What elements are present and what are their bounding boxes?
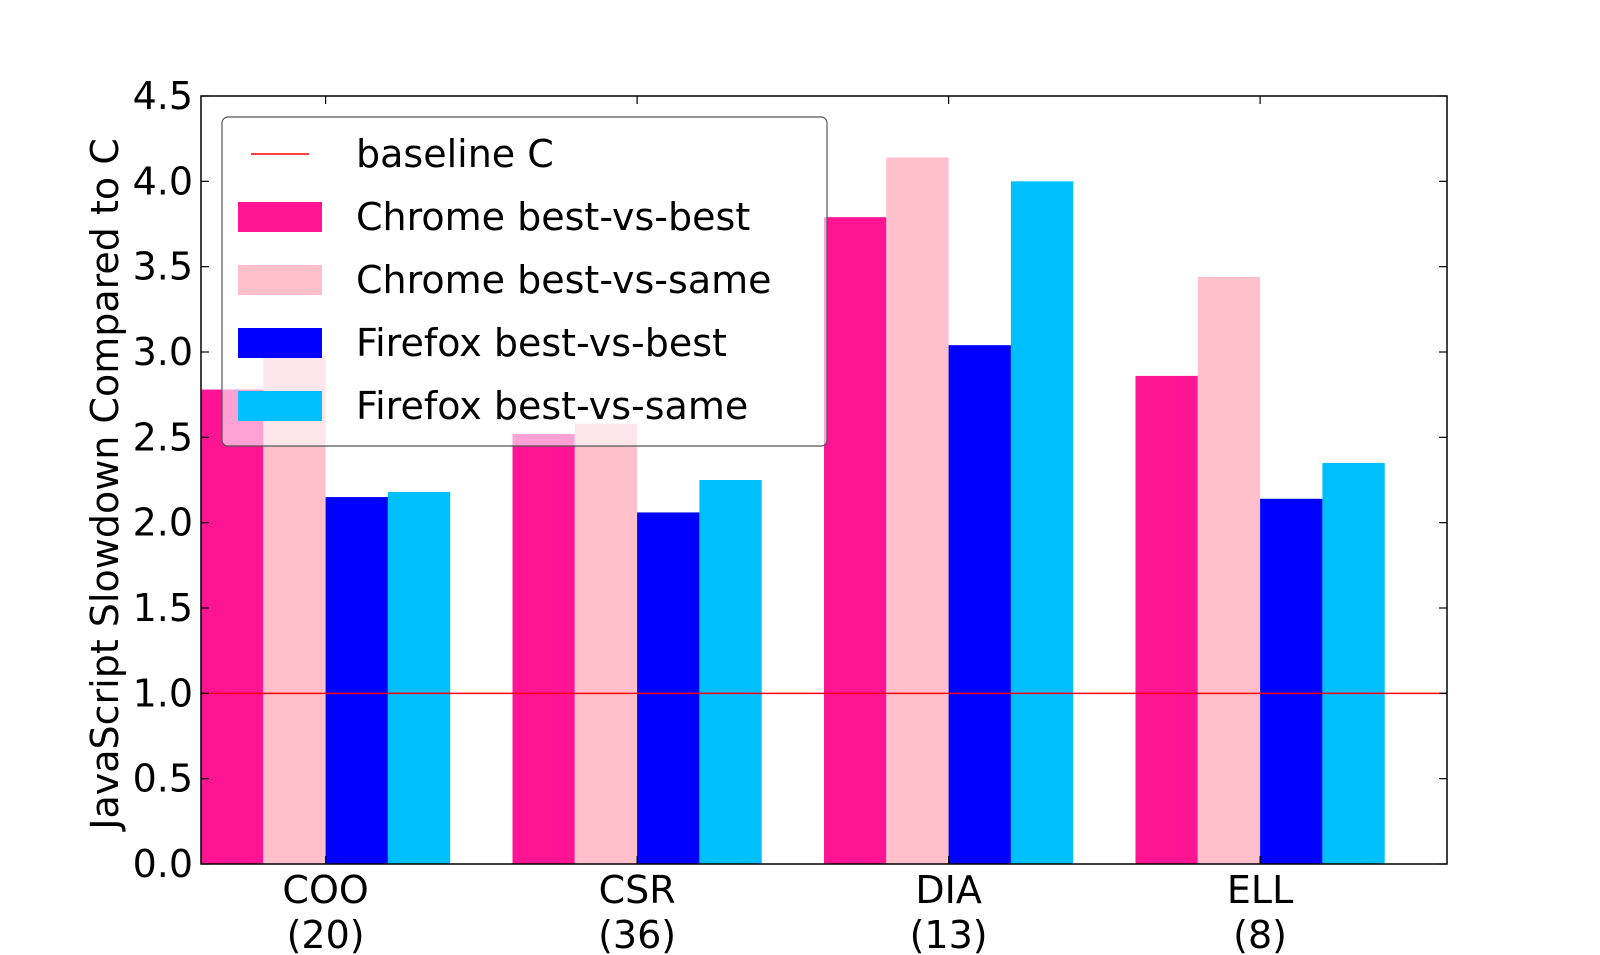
bar-dia-firefox-best-vs-best xyxy=(948,345,1011,864)
legend-label: Firefox best-vs-best xyxy=(356,321,727,365)
y-tick-label: 1.5 xyxy=(133,586,193,630)
y-tick-label: 2.5 xyxy=(133,415,193,459)
y-tick-label: 4.5 xyxy=(133,74,193,118)
y-axis-ticks: 0.0 0.5 1.0 1.5 2.0 2.5 3.0 3.5 4.0 4.5 xyxy=(133,74,1447,886)
x-category-label: DIA xyxy=(915,868,981,912)
y-tick-label: 3.5 xyxy=(133,245,193,289)
bar-csr-chrome-best-vs-same xyxy=(574,423,638,864)
bar-dia-firefox-best-vs-same xyxy=(1010,181,1074,865)
bar-ell-chrome-best-vs-same xyxy=(1197,276,1261,864)
legend-swatch xyxy=(238,328,322,358)
legend-label-baseline: baseline C xyxy=(356,132,554,176)
y-tick-label: 0.5 xyxy=(133,757,193,801)
x-category-count: (36) xyxy=(598,913,676,955)
x-category-label: CSR xyxy=(599,868,676,912)
y-tick-label: 1.0 xyxy=(133,671,193,715)
legend-label: Firefox best-vs-same xyxy=(356,384,748,428)
bar-dia-chrome-best-vs-best xyxy=(824,217,887,864)
bar-coo-firefox-best-vs-best xyxy=(325,497,388,864)
y-tick-label: 2.0 xyxy=(133,501,193,545)
legend-label: Chrome best-vs-same xyxy=(356,258,772,302)
bar-ell-firefox-best-vs-best xyxy=(1260,498,1323,864)
legend-label: Chrome best-vs-best xyxy=(356,195,750,239)
bars-layer xyxy=(201,157,1385,865)
bar-coo-firefox-best-vs-same xyxy=(387,491,451,864)
y-tick-label: 3.0 xyxy=(133,330,193,374)
legend-box xyxy=(221,116,828,447)
x-category-count: (13) xyxy=(910,913,988,955)
bar-ell-firefox-best-vs-same xyxy=(1322,462,1385,864)
x-category-count: (8) xyxy=(1233,913,1287,955)
bar-csr-firefox-best-vs-same xyxy=(699,480,762,864)
y-tick-label: 0.0 xyxy=(133,842,193,886)
legend-swatch xyxy=(238,202,322,232)
legend-swatch xyxy=(238,391,322,421)
plot-frame xyxy=(200,95,1448,865)
y-tick-label: 4.0 xyxy=(133,159,193,203)
bar-csr-firefox-best-vs-best xyxy=(637,512,700,864)
x-category-label: ELL xyxy=(1227,868,1293,912)
legend: baseline C Chrome best-vs-best Chrome best… xyxy=(221,116,828,447)
x-axis-labels: COO(20) CSR(36) DIA(13) ELL(8) xyxy=(282,96,1293,955)
y-axis-label: JavaScript Slowdown Compared to C xyxy=(83,138,127,832)
bar-dia-chrome-best-vs-same xyxy=(886,157,949,864)
bar-ell-chrome-best-vs-best xyxy=(1135,375,1198,864)
bar-csr-chrome-best-vs-best xyxy=(512,433,575,864)
bar-coo-chrome-best-vs-best xyxy=(201,389,264,864)
x-category-count: (20) xyxy=(287,913,365,955)
x-category-label: COO xyxy=(282,868,368,912)
legend-swatch xyxy=(238,265,322,295)
